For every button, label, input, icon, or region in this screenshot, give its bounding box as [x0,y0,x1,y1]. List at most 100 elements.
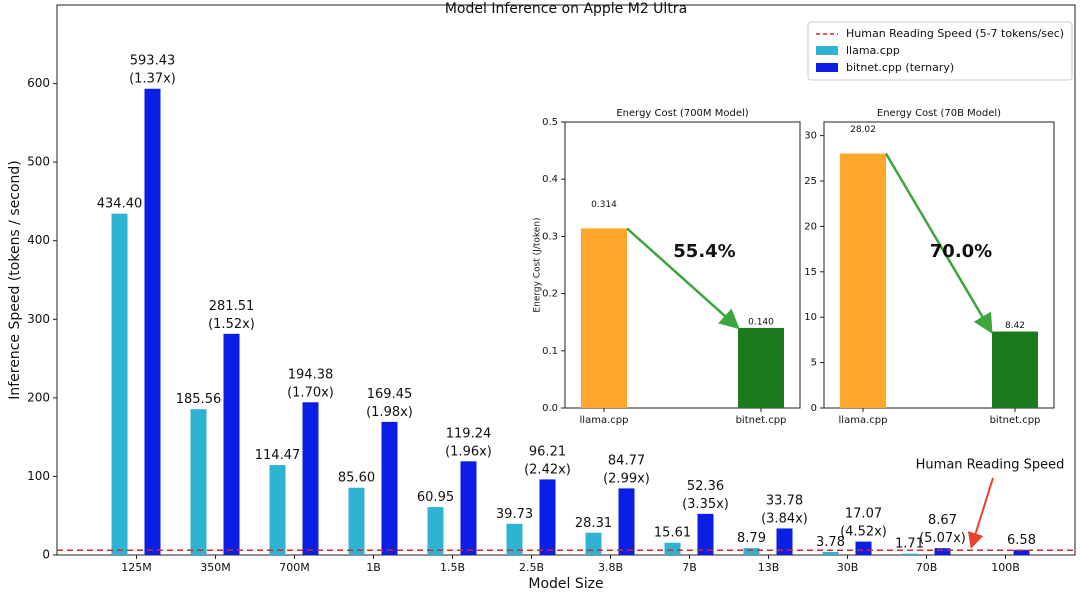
bar [901,553,918,555]
y-tick-label: 100 [27,469,50,483]
value-label: 1.71 [895,536,924,551]
y-tick-label: 400 [27,233,50,247]
bar [822,552,839,555]
x-tick-label: 13B [758,561,780,574]
x-tick-label: llama.cpp [839,415,888,426]
value-label: 0.314 [591,200,617,210]
value-label: 33.78 (3.84x) [761,493,808,526]
y-tick-label: 0.0 [542,403,558,414]
value-label: 119.24 (1.96x) [445,426,492,459]
y-tick-label: 500 [27,155,50,169]
bar [381,421,398,555]
x-tick-label: 1.5B [440,561,465,574]
bar [223,333,240,555]
bar [581,228,627,408]
value-label: 593.43 (1.37x) [129,53,176,86]
value-label: 85.60 [338,470,375,485]
x-axis-label: Model Size [528,576,603,592]
y-tick-label: 0.4 [542,174,558,185]
annotation: 55.4% [673,241,735,262]
value-label: 8.42 [1005,321,1025,331]
legend-label: bitnet.cpp (ternary) [846,61,954,74]
x-tick-label: bitnet.cpp [736,415,787,426]
x-tick-label: 100B [991,561,1020,574]
legend-label: Human Reading Speed (5-7 tokens/sec) [846,27,1064,40]
y-tick-label: 0.3 [542,231,558,242]
bar [618,488,635,555]
bar [144,88,161,555]
y-tick-label: 10 [804,312,817,323]
value-label: 96.21 (2.42x) [524,444,571,477]
x-tick-label: 350M [200,561,231,574]
value-label: 0.140 [748,317,774,327]
y-tick-label: 25 [804,176,817,187]
value-label: 3.78 [816,535,845,550]
x-tick-label: 700M [279,561,310,574]
x-tick-label: 2.5B [519,561,544,574]
value-label: 6.58 [1007,532,1036,547]
y-tick-label: 30 [804,131,817,142]
value-label: 8.67 (5.07x) [919,513,966,546]
annotation-arrow [967,477,994,549]
legend-swatch [816,63,838,72]
y-tick-label: 300 [27,312,50,326]
bar [992,331,1038,408]
bar [427,507,444,555]
bar [697,513,714,555]
bar [348,487,365,555]
bar [506,523,523,555]
value-label: 28.02 [850,125,876,135]
legend-label: llama.cpp [846,44,900,57]
legend-box [807,21,1073,81]
value-label: 8.79 [737,531,766,546]
value-label: 169.45 (1.98x) [366,386,413,419]
bar [934,548,951,555]
x-tick-label: 30B [837,561,859,574]
y-tick-label: 200 [27,390,50,404]
bar [269,465,286,555]
annotation: Human Reading Speed [916,458,1065,473]
y-tick-label: 0.2 [542,289,558,300]
value-label: 17.07 (4.52x) [840,506,887,539]
x-tick-label: 7B [682,561,697,574]
bar [190,409,207,555]
x-tick-label: 3.8B [598,561,623,574]
y-tick-label: 0 [811,403,817,414]
bar [460,461,477,555]
y-tick-label: 15 [804,267,817,278]
y-tick-label: 600 [27,76,50,90]
value-label: 281.51 (1.52x) [208,298,255,331]
x-tick-label: llama.cpp [580,415,629,426]
x-tick-label: 1B [366,561,381,574]
value-label: 39.73 [496,506,533,521]
bar [1013,549,1030,555]
value-label: 84.77 (2.99x) [603,453,650,486]
y-tick-label: 0.5 [542,117,558,128]
y-tick-label: 20 [804,221,817,232]
bar [776,528,793,555]
x-tick-label: 125M [121,561,152,574]
value-label: 52.36 (3.35x) [682,478,729,511]
y-tick-label: 5 [811,358,817,369]
bar [664,542,681,555]
bar [539,479,556,555]
value-label: 60.95 [417,490,454,505]
chart-title: Model Inference on Apple M2 Ultra [445,1,687,17]
annotation: 70.0% [930,241,992,262]
x-tick-label: bitnet.cpp [990,415,1041,426]
trend-arrow [626,227,740,330]
chart-title: Energy Cost (700M Model) [616,108,748,119]
bar [585,532,602,555]
y-tick-label: 0.1 [542,346,558,357]
value-label: 434.40 [97,196,143,211]
value-label: 194.38 (1.70x) [287,367,334,400]
trend-arrow [884,152,993,334]
value-label: 15.61 [654,525,691,540]
bar [111,213,128,555]
x-tick-label: 70B [916,561,938,574]
legend-swatch [816,46,838,55]
bar [840,153,886,408]
y-axis-label: Energy Cost (J/token) [533,217,543,312]
chart-title: Energy Cost (70B Model) [877,108,1001,119]
